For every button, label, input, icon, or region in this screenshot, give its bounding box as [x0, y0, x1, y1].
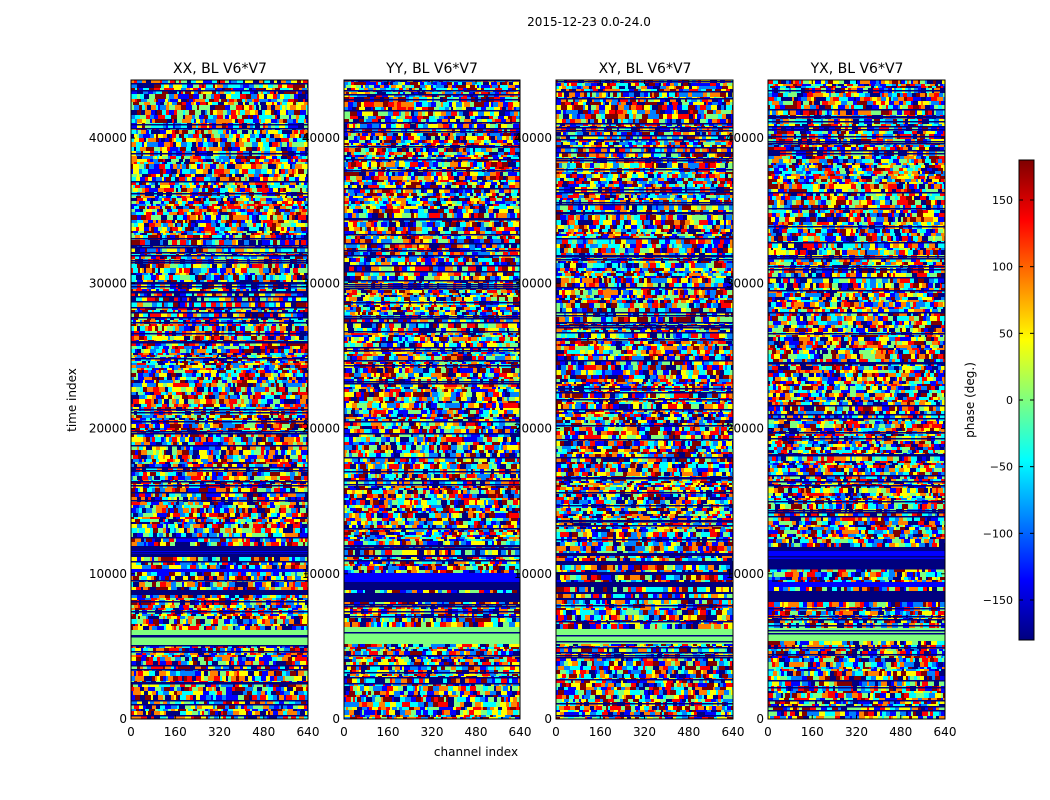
colorbar: 150 100 50 0 −50 −100 −150 phase (deg.)	[963, 159, 1035, 641]
y-tick-label: 20000	[726, 422, 764, 436]
x-tick-label: 0	[127, 725, 135, 739]
panel-yy: 0 160 320 480 640 0 10000 20000 30000 40000 YY, B…	[302, 61, 532, 739]
panel-title-xy: XY, BL V6*V7	[599, 61, 692, 77]
x-tick-label: 0	[552, 725, 560, 739]
y-tick-label: 10000	[726, 567, 764, 581]
y-tick-label: 20000	[514, 422, 552, 436]
y-tick-label: 10000	[514, 567, 552, 581]
colorbar-tick-label: 0	[1006, 394, 1013, 407]
y-tick-label: 40000	[302, 131, 340, 145]
x-tick-label: 640	[297, 725, 320, 739]
panel-title-yy: YY, BL V6*V7	[385, 61, 478, 77]
y-tick-label: 40000	[514, 131, 552, 145]
x-tick-label: 320	[633, 725, 656, 739]
x-tick-label: 160	[589, 725, 612, 739]
y-tick-label: 0	[756, 712, 764, 726]
y-tick-label: 40000	[89, 131, 127, 145]
y-tick-label: 40000	[726, 131, 764, 145]
y-tick-label: 30000	[89, 276, 127, 290]
y-tick-label: 30000	[726, 276, 764, 290]
y-tick-label: 20000	[89, 422, 127, 436]
x-tick-label: 480	[677, 725, 700, 739]
x-tick-label: 160	[801, 725, 824, 739]
y-tick-label: 10000	[89, 567, 127, 581]
x-tick-label: 480	[465, 725, 488, 739]
panel-title-yx: YX, BL V6*V7	[810, 61, 904, 77]
colorbar-tick-label: −150	[983, 594, 1013, 607]
heatmap-yx: 0 160 320 480 640 0 10000 20000 30000 40000	[726, 79, 957, 739]
x-tick-label: 320	[845, 725, 868, 739]
x-tick-label: 480	[889, 725, 912, 739]
y-tick-label: 10000	[302, 567, 340, 581]
x-tick-label: 640	[722, 725, 745, 739]
panel-xy: 0 160 320 480 640 0 10000 20000 30000 40000 XY, B…	[514, 61, 745, 739]
x-tick-label: 640	[509, 725, 532, 739]
colorbar-label: phase (deg.)	[963, 362, 977, 438]
y-tick-label: 0	[332, 712, 340, 726]
x-tick-label: 480	[252, 725, 275, 739]
y-tick-label: 0	[544, 712, 552, 726]
heatmap-xy: 0 160 320 480 640 0 10000 20000 30000 40000	[514, 79, 745, 739]
figure-title: 2015-12-23 0.0-24.0	[527, 15, 651, 29]
x-tick-label: 640	[934, 725, 957, 739]
colorbar-tick-label: 100	[992, 261, 1013, 274]
x-tick-label: 160	[377, 725, 400, 739]
x-tick-label: 0	[340, 725, 348, 739]
x-tick-label: 320	[208, 725, 231, 739]
heatmap-xx: 0 160 320 480 640 0 10000 20000 30000 40000	[89, 79, 320, 739]
heatmap-cells	[768, 80, 945, 719]
colorbar-tick-label: 150	[992, 194, 1013, 207]
y-tick-label: 30000	[302, 276, 340, 290]
y-tick-label: 30000	[514, 276, 552, 290]
panel-yx: 0 160 320 480 640 0 10000 20000 30000 40000 YX, B…	[726, 61, 957, 739]
y-axis-label: time index	[65, 368, 79, 432]
x-tick-label: 0	[764, 725, 772, 739]
y-tick-label: 20000	[302, 422, 340, 436]
x-tick-label: 320	[421, 725, 444, 739]
panel-title-xx: XX, BL V6*V7	[173, 61, 267, 77]
x-axis-label: channel index	[434, 745, 518, 759]
heatmap-cells	[131, 80, 308, 719]
x-tick-label: 160	[164, 725, 187, 739]
panel-xx: 0 160 320 480 640 0 10000 20000 30000 40000 XX, B…	[89, 61, 320, 739]
heatmap-cells	[344, 80, 520, 719]
y-tick-label: 0	[119, 712, 127, 726]
heatmap-cells	[556, 80, 733, 719]
heatmap-yy: 0 160 320 480 640 0 10000 20000 30000 40000	[302, 79, 532, 739]
colorbar-tick-label: −50	[990, 461, 1013, 474]
colorbar-tick-label: −100	[983, 527, 1013, 540]
colorbar-tick-label: 50	[999, 327, 1013, 340]
